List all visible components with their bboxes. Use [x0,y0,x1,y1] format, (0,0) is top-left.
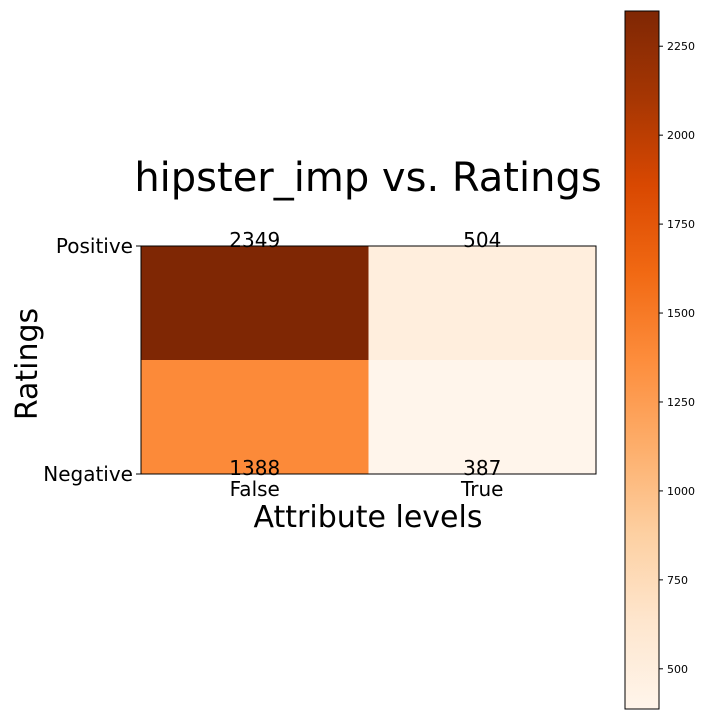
cell-value-label: 387 [463,456,501,480]
heatmap-cell [368,360,597,475]
y-tick-label: Negative [43,462,133,486]
x-axis-label: Attribute levels [254,500,483,535]
x-tick-label: False [230,477,280,501]
colorbar-tick-label: 1000 [667,485,695,498]
cell-value-label: 504 [463,228,501,252]
plot-frame [140,245,597,475]
chart-title: hipster_imp vs. Ratings [134,155,601,201]
y-axis-label: Ratings [10,308,45,420]
axis-ticks: False True Positive Negative [43,234,503,501]
x-tick-label: True [460,477,503,501]
colorbar-tick-label: 2000 [667,129,695,142]
cell-value-label: 2349 [229,228,280,252]
heatmap-cell [141,360,369,475]
y-tick-label: Positive [56,234,133,258]
colorbar: 500 750 1000 1250 1500 1750 2000 2250 [624,10,695,710]
colorbar-ticks: 500 750 1000 1250 1500 1750 2000 2250 [659,40,695,676]
heatmap-cell [368,246,597,361]
colorbar-tick-label: 1500 [667,307,695,320]
colorbar-tick-label: 1750 [667,218,695,231]
heatmap-cells [141,246,597,475]
heatmap-labels: 2349 504 1388 387 [229,228,501,480]
colorbar-gradient [624,10,660,710]
colorbar-tick-label: 750 [667,574,688,587]
colorbar-tick-label: 2250 [667,40,695,53]
cell-value-label: 1388 [229,456,280,480]
colorbar-tick-label: 500 [667,663,688,676]
heatmap-cell [141,246,369,361]
colorbar-tick-label: 1250 [667,396,695,409]
